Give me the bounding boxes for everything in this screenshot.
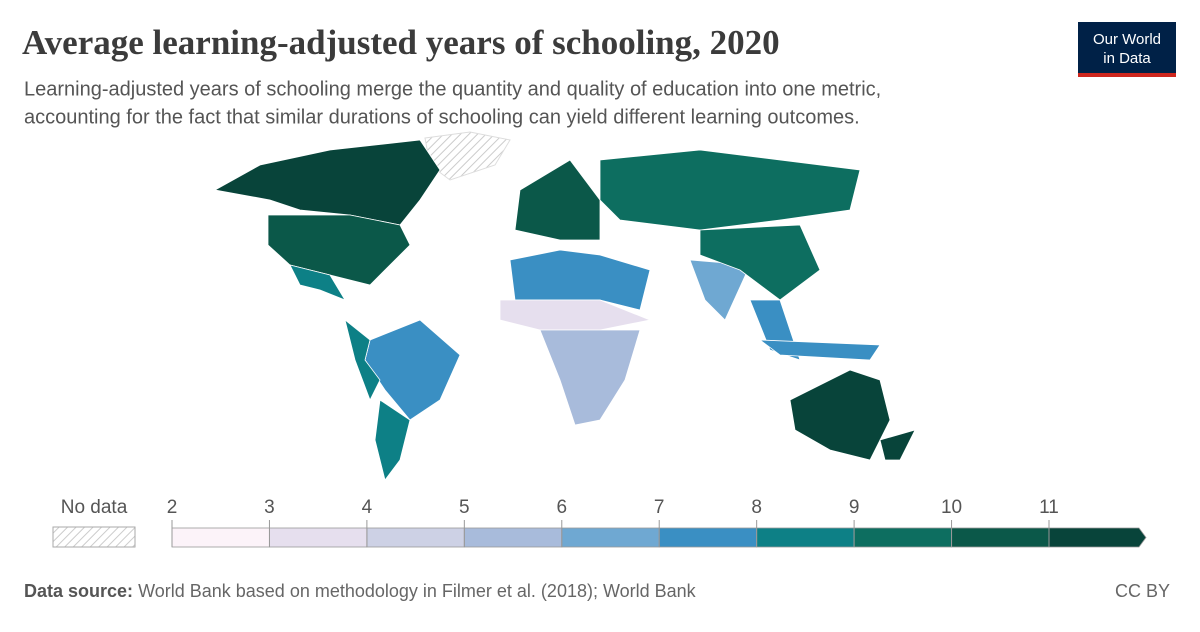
logo[interactable] <box>1078 22 1176 76</box>
logo-bar <box>1078 73 1176 77</box>
country <box>539 329 641 426</box>
country <box>213 139 441 226</box>
legend-bin <box>951 527 1050 548</box>
legend-tick-label: 7 <box>654 497 665 518</box>
legend-tick-label: 3 <box>264 497 275 518</box>
legend-bin <box>269 527 368 548</box>
logo-text: in Data <box>1103 50 1151 67</box>
legend-tick-label: 11 <box>1039 497 1059 518</box>
license: CC BY <box>1115 581 1170 601</box>
legend-tick-label: 2 <box>167 497 178 518</box>
country <box>758 339 881 361</box>
source-label: Data source: <box>24 581 133 601</box>
country <box>599 149 861 231</box>
legend-bin <box>1048 527 1147 548</box>
source-text: World Bank based on methodology in Filme… <box>138 581 697 601</box>
title: Average learning-adjusted years of schoo… <box>22 23 780 62</box>
country <box>789 369 891 461</box>
no-data-label: No data <box>61 497 128 518</box>
legend-tick-label: 5 <box>459 497 470 518</box>
country <box>514 159 601 241</box>
legend-bin <box>853 527 952 548</box>
legend-tick-label: 10 <box>941 497 962 518</box>
legend-bin <box>463 527 563 548</box>
legend-bin <box>171 527 270 548</box>
source: Data source: World Bank based on methodo… <box>24 581 697 601</box>
legend-tick-label: 9 <box>849 497 860 518</box>
no-data-swatch <box>52 526 136 548</box>
legend-bin <box>756 527 855 548</box>
legend: 2 3 4 5 6 7 8 9 10 11 <box>167 497 1147 548</box>
legend-bin <box>658 527 758 548</box>
legend-tick-label: 4 <box>362 497 373 518</box>
country <box>267 214 411 286</box>
legend-tick-label: 8 <box>751 497 762 518</box>
subtitle: Learning-adjusted years of schooling mer… <box>24 78 881 100</box>
logo-text: Our World <box>1093 31 1161 48</box>
country <box>879 429 916 461</box>
subtitle: accounting for the fact that similar dur… <box>24 106 860 128</box>
map <box>213 139 916 481</box>
country <box>289 264 346 301</box>
country <box>344 318 381 401</box>
legend-tick-label: 6 <box>556 497 567 518</box>
legend-bin <box>366 527 465 548</box>
legend-bin <box>561 527 660 548</box>
country <box>374 399 411 481</box>
